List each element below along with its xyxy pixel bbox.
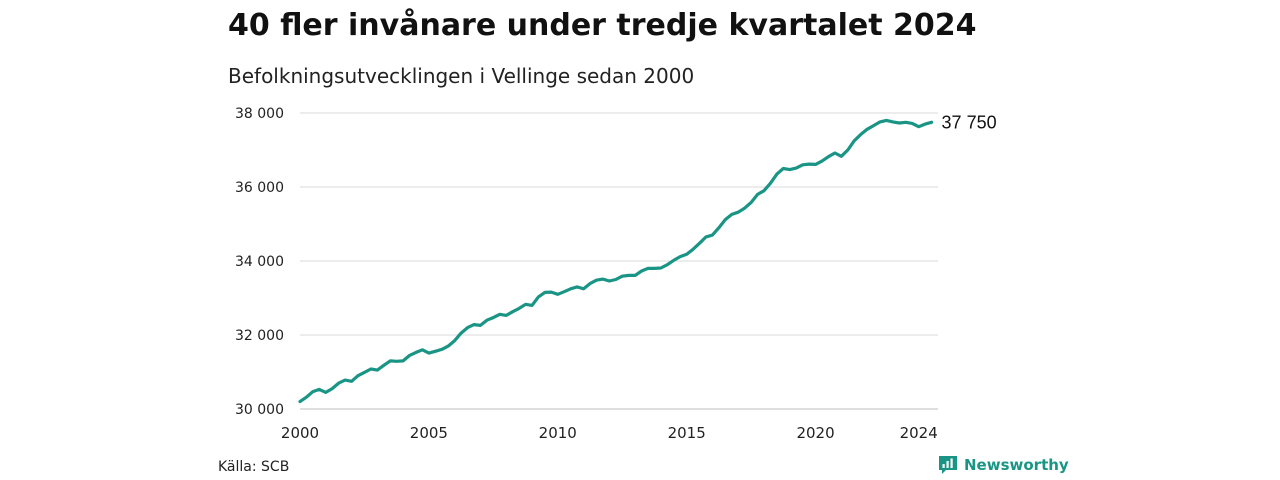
brand-logo[interactable]: Newsworthy [938, 455, 1069, 475]
x-tick-label: 2024 [900, 424, 938, 442]
series-line [298, 118, 934, 404]
y-tick-label: 38 000 [235, 106, 284, 122]
chart-subtitle: Befolkningsutvecklingen i Vellinge sedan… [228, 64, 695, 88]
y-tick-label: 34 000 [235, 254, 284, 270]
x-tick-label: 2000 [281, 424, 319, 442]
x-tick-label: 2020 [796, 424, 834, 442]
y-tick-label: 36 000 [235, 180, 284, 196]
y-tick-label: 30 000 [235, 402, 284, 418]
x-tick-label: 2015 [668, 424, 706, 442]
end-value-label: 37 750 [942, 112, 997, 132]
chart-title: 40 fler invånare under tredje kvartalet … [228, 8, 977, 43]
y-tick-label: 32 000 [235, 328, 284, 344]
source-note: Källa: SCB [218, 459, 290, 475]
newsworthy-logo-icon [939, 456, 957, 474]
x-tick-label: 2005 [410, 424, 448, 442]
x-tick-label: 2010 [539, 424, 577, 442]
brand-name: Newsworthy [964, 456, 1069, 474]
